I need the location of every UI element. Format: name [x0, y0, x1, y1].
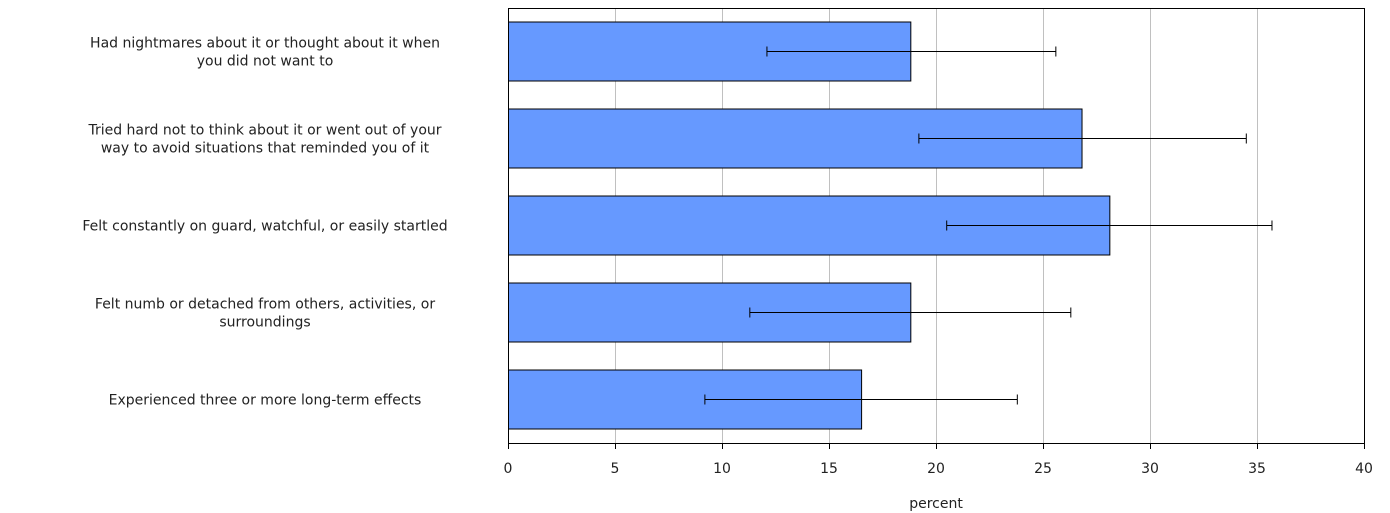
x-tick-label: 10 [713, 461, 731, 477]
x-tick-label: 35 [1248, 461, 1266, 477]
x-tick-label: 25 [1034, 461, 1052, 477]
category-label: Had nightmares about it or thought about… [90, 36, 440, 70]
x-tick-label: 0 [504, 461, 513, 477]
plot-frame [508, 8, 1365, 444]
x-tick-label: 40 [1355, 461, 1373, 477]
category-label-line: Tried hard not to think about it or went… [87, 123, 441, 139]
x-tick-labels: 0 5 10 15 20 25 30 35 40 [504, 461, 1373, 477]
category-label-line: Felt constantly on guard, watchful, or e… [82, 219, 447, 235]
category-label-line: Had nightmares about it or thought about… [90, 36, 440, 52]
category-label-line: Felt numb or detached from others, activ… [95, 297, 435, 313]
category-label-line: Experienced three or more long-term effe… [109, 393, 422, 409]
x-axis-title: percent [909, 496, 963, 512]
category-label-line: you did not want to [197, 54, 334, 70]
category-label-line: way to avoid situations that reminded yo… [101, 141, 430, 157]
x-tick-label: 20 [927, 461, 945, 477]
category-label-line: surroundings [219, 315, 310, 331]
x-tick-label: 30 [1141, 461, 1159, 477]
category-label: Felt constantly on guard, watchful, or e… [82, 219, 447, 235]
category-label: Felt numb or detached from others, activ… [95, 297, 435, 331]
x-tick-label: 5 [611, 461, 620, 477]
category-label: Tried hard not to think about it or went… [87, 123, 441, 157]
category-labels: Had nightmares about it or thought about… [82, 36, 447, 409]
x-tick-label: 15 [820, 461, 838, 477]
category-label: Experienced three or more long-term effe… [109, 393, 422, 409]
error-bars [704, 46, 1273, 405]
